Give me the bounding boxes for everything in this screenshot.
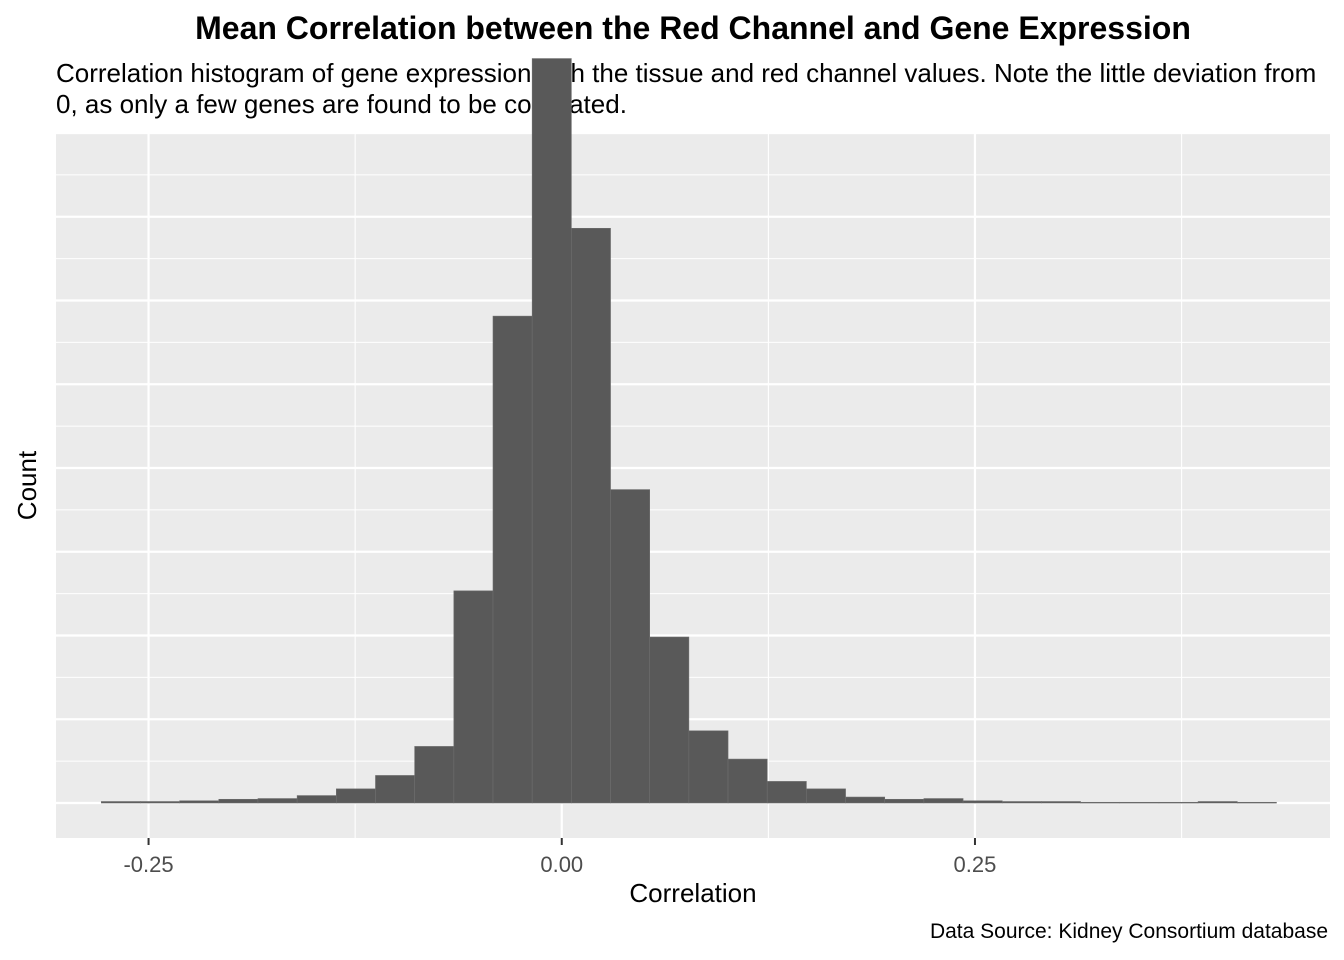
x-axis-title: Correlation — [629, 878, 756, 908]
histogram-bar — [923, 798, 964, 804]
histogram-bar — [179, 800, 220, 804]
histogram-bar — [571, 227, 611, 804]
histogram-bar — [257, 798, 298, 804]
data-source-caption: Data Source: Kidney Consortium database — [929, 920, 1328, 943]
histogram-bar — [766, 781, 807, 804]
histogram-bar — [1041, 801, 1081, 804]
y-axis-title: Count — [12, 450, 42, 520]
x-axis-ticks: -0.25 0.00 0.25 — [123, 838, 996, 877]
histogram-bar — [1001, 801, 1042, 804]
x-tick-label: 0.00 — [540, 852, 583, 877]
histogram-bar — [375, 775, 415, 804]
chart-subtitle: Correlation histogram of gene expression… — [56, 58, 1317, 119]
histogram-bar — [649, 636, 690, 804]
histogram-bar — [1236, 801, 1277, 804]
histogram-bar — [492, 315, 533, 804]
x-tick-label: -0.25 — [123, 852, 173, 877]
histogram-bar — [806, 788, 846, 804]
histogram-bar — [218, 798, 259, 804]
histogram-bar — [845, 796, 886, 804]
histogram-bar — [453, 590, 494, 804]
histogram-bar — [336, 788, 376, 804]
histogram-bar — [1080, 801, 1121, 804]
plot-panel — [56, 133, 1330, 838]
histogram-bar — [1158, 801, 1199, 804]
histogram-bar — [1119, 801, 1160, 804]
histogram-bar — [100, 801, 141, 804]
histogram-bar — [884, 798, 925, 804]
histogram-bar — [414, 746, 455, 804]
histogram-bar — [140, 801, 180, 804]
chart-title: Mean Correlation between the Red Channel… — [195, 10, 1191, 46]
histogram-bar — [531, 58, 572, 804]
histogram-bar — [610, 489, 650, 804]
histogram-bar — [962, 800, 1003, 804]
x-tick-label: 0.25 — [954, 852, 997, 877]
histogram-bar — [1197, 801, 1238, 804]
histogram-bars — [100, 58, 1277, 804]
grid-minor-lines — [56, 133, 1330, 838]
histogram-bar — [296, 795, 337, 804]
histogram-bar — [688, 730, 729, 804]
histogram-bar — [727, 758, 768, 804]
